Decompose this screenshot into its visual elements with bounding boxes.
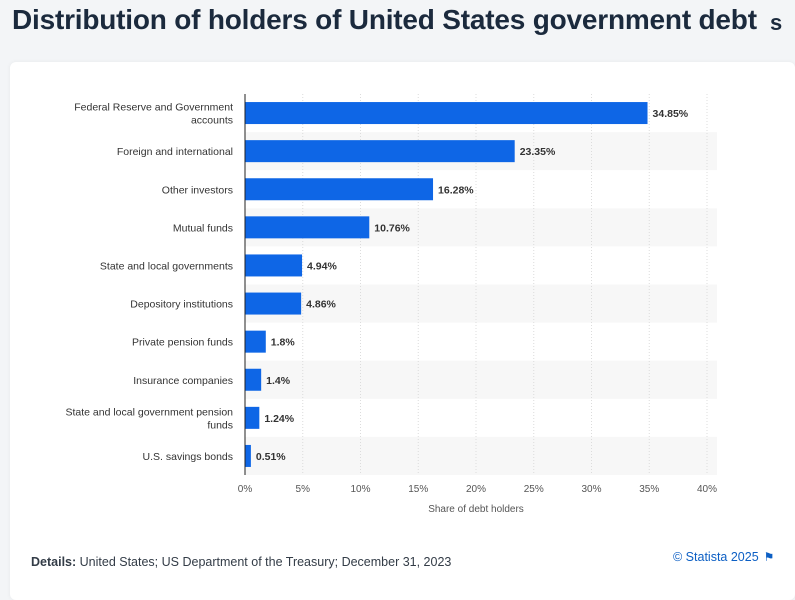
category-label: Federal Reserve and Government accounts bbox=[74, 102, 233, 127]
bar bbox=[245, 140, 515, 163]
category-label-line: Insurance companies bbox=[133, 375, 233, 387]
value-label: 4.94% bbox=[307, 260, 337, 272]
bar bbox=[245, 178, 434, 201]
bar bbox=[245, 368, 262, 391]
flag-icon[interactable]: ⚑ bbox=[763, 550, 775, 564]
category-label-line: State and local governments bbox=[100, 260, 233, 272]
category-label-line: Federal Reserve and Government bbox=[74, 102, 233, 114]
bar bbox=[245, 216, 370, 239]
x-tick-label: 30% bbox=[581, 484, 601, 495]
value-label: 1.4% bbox=[266, 375, 291, 387]
x-tick-label: 20% bbox=[466, 484, 486, 495]
bar bbox=[245, 330, 266, 353]
category-label-line: accounts bbox=[191, 115, 233, 127]
bar bbox=[245, 254, 303, 277]
category-label: State and local government pension funds bbox=[65, 406, 233, 431]
value-label: 34.85% bbox=[653, 108, 689, 120]
details-label: Details: bbox=[31, 555, 77, 569]
bar bbox=[245, 406, 260, 429]
x-tick-label: 40% bbox=[697, 484, 717, 495]
bar-chart: 34.85% 23.35% 16.28% 10.76% 4.94% 4.86% 1.8% 1.… bbox=[65, 94, 717, 515]
category-label: Other investors bbox=[162, 184, 233, 196]
x-tick-label: 10% bbox=[350, 484, 370, 495]
category-label-line: funds bbox=[207, 419, 233, 431]
x-tick-label: 0% bbox=[238, 484, 253, 495]
value-labels: 34.85% 23.35% 16.28% 10.76% 4.94% 4.86% 1.8% 1.… bbox=[256, 108, 689, 463]
category-label: Insurance companies bbox=[133, 375, 233, 387]
x-tick-label: 35% bbox=[639, 484, 659, 495]
category-label: Private pension funds bbox=[132, 337, 233, 349]
x-tick-label: 25% bbox=[524, 484, 544, 495]
category-labels: Federal Reserve and Government accounts Fo… bbox=[65, 102, 233, 463]
x-axis-title: Share of debt holders bbox=[428, 504, 524, 515]
value-label: 1.24% bbox=[264, 413, 294, 425]
page-title-overflow: s bbox=[770, 10, 783, 35]
page-title: Distribution of holders of United States… bbox=[12, 4, 757, 35]
category-label: U.S. savings bonds bbox=[143, 451, 233, 463]
statista-copyright-link[interactable]: © Statista 2025 ⚑ bbox=[673, 550, 774, 564]
row-shade bbox=[245, 284, 717, 323]
value-label: 1.8% bbox=[271, 337, 296, 349]
x-tick-label: 5% bbox=[296, 484, 311, 495]
category-label: Mutual funds bbox=[173, 222, 233, 234]
details-text: United States; US Department of the Trea… bbox=[79, 555, 452, 569]
row-shade bbox=[245, 436, 717, 475]
footer-details: Details: United States; US Department of… bbox=[31, 555, 451, 569]
chart-card: 34.85% 23.35% 16.28% 10.76% 4.94% 4.86% 1.8% 1.… bbox=[10, 62, 795, 600]
x-tick-labels: 0% 5% 10% 15% 20% 25% 30% 35% 40% bbox=[238, 484, 717, 495]
bar bbox=[245, 292, 302, 315]
category-label-line: Other investors bbox=[162, 184, 233, 196]
value-label: 4.86% bbox=[306, 299, 336, 311]
row-shade bbox=[245, 360, 717, 399]
copyright-text: © Statista 2025 bbox=[673, 550, 759, 564]
value-label: 23.35% bbox=[520, 146, 556, 158]
category-label-line: Depository institutions bbox=[130, 299, 233, 311]
category-label-line: State and local government pension bbox=[65, 406, 233, 418]
bars bbox=[245, 102, 648, 467]
category-label-line: Foreign and international bbox=[117, 146, 233, 158]
row-backgrounds bbox=[245, 132, 717, 475]
category-label-line: U.S. savings bonds bbox=[143, 451, 233, 463]
category-label: Depository institutions bbox=[130, 299, 233, 311]
category-label: Foreign and international bbox=[117, 146, 233, 158]
value-label: 10.76% bbox=[374, 222, 410, 234]
x-tick-label: 15% bbox=[408, 484, 428, 495]
category-label-line: Mutual funds bbox=[173, 222, 233, 234]
category-label-line: Private pension funds bbox=[132, 337, 233, 349]
value-label: 0.51% bbox=[256, 451, 286, 463]
bar bbox=[245, 102, 648, 125]
category-label: State and local governments bbox=[100, 260, 233, 272]
bar bbox=[245, 444, 251, 467]
value-label: 16.28% bbox=[438, 184, 474, 196]
